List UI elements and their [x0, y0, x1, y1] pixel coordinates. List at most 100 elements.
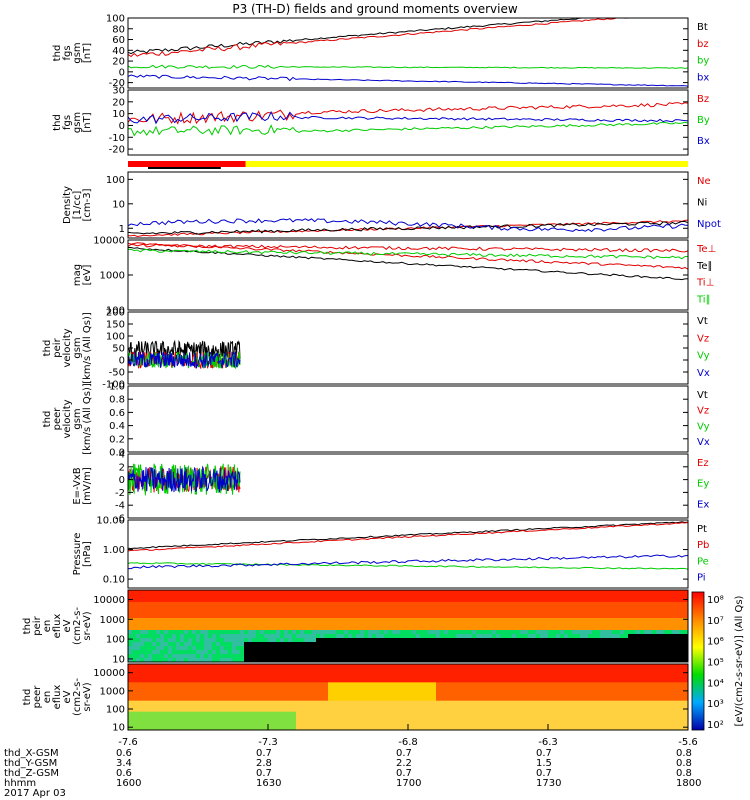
heatmap-cell — [232, 618, 237, 623]
heatmap-cell — [520, 722, 525, 727]
heatmap-cell — [212, 614, 217, 619]
heatmap-cell — [432, 594, 437, 599]
heatmap-cell — [316, 658, 321, 663]
heatmap-cell — [244, 671, 249, 676]
heatmap-cell — [576, 689, 581, 694]
heatmap-cell — [604, 697, 609, 702]
heatmap-cell — [352, 715, 357, 720]
heatmap-cell — [408, 654, 413, 659]
heatmap-cell — [220, 700, 225, 705]
heatmap-cell — [144, 700, 149, 705]
heatmap-cell — [568, 594, 573, 599]
heatmap-cell — [592, 598, 597, 603]
heatmap-cell — [592, 689, 597, 694]
heatmap-cell — [380, 704, 385, 709]
heatmap-cell — [592, 671, 597, 676]
heatmap-cell — [288, 682, 293, 687]
heatmap-cell — [604, 726, 609, 731]
heatmap-cell — [416, 678, 421, 683]
heatmap-cell — [408, 704, 413, 709]
heatmap-cell — [308, 664, 313, 669]
heatmap-cell — [500, 671, 505, 676]
heatmap-cell — [176, 708, 181, 713]
heatmap-cell — [380, 667, 385, 672]
heatmap-cell — [608, 602, 613, 607]
heatmap-cell — [232, 667, 237, 672]
heatmap-cell — [308, 642, 313, 647]
heatmap-cell — [340, 722, 345, 727]
heatmap-cell — [580, 711, 585, 716]
heatmap-cell — [364, 697, 369, 702]
heatmap-cell — [364, 722, 369, 727]
heatmap-cell — [332, 715, 337, 720]
heatmap-cell — [492, 638, 497, 643]
heatmap-cell — [616, 664, 621, 669]
heatmap-cell — [408, 650, 413, 655]
heatmap-cell — [236, 650, 241, 655]
heatmap-cell — [528, 697, 533, 702]
heatmap-cell — [624, 638, 629, 643]
heatmap-cell — [152, 634, 157, 639]
heatmap-cell — [640, 626, 645, 631]
heatmap-cell — [484, 594, 489, 599]
heatmap-cell — [656, 618, 661, 623]
heatmap-cell — [536, 642, 541, 647]
heatmap-cell — [372, 722, 377, 727]
heatmap-cell — [456, 622, 461, 627]
heatmap-cell — [320, 697, 325, 702]
heatmap-cell — [176, 722, 181, 727]
heatmap-cell — [520, 693, 525, 698]
heatmap-cell — [196, 686, 201, 691]
heatmap-cell — [544, 711, 549, 716]
heatmap-cell — [428, 700, 433, 705]
heatmap-cell — [412, 686, 417, 691]
heatmap-cell — [548, 642, 553, 647]
heatmap-cell — [220, 667, 225, 672]
heatmap-cell — [648, 622, 653, 627]
heatmap-cell — [316, 598, 321, 603]
heatmap-cell — [540, 602, 545, 607]
heatmap-cell — [364, 626, 369, 631]
heatmap-cell — [144, 722, 149, 727]
heatmap-cell — [184, 654, 189, 659]
heatmap-cell — [504, 590, 509, 595]
heatmap-cell — [156, 686, 161, 691]
heatmap-cell — [564, 693, 569, 698]
heatmap-cell — [396, 630, 401, 635]
heatmap-cell — [624, 650, 629, 655]
heatmap-cell — [204, 678, 209, 683]
heatmap-cell — [172, 678, 177, 683]
heatmap-cell — [284, 700, 289, 705]
heatmap-cell — [164, 697, 169, 702]
heatmap-cell — [232, 704, 237, 709]
heatmap-cell — [340, 708, 345, 713]
heatmap-cell — [492, 642, 497, 647]
heatmap-cell — [224, 594, 229, 599]
heatmap-cell — [284, 594, 289, 599]
heatmap-cell — [184, 671, 189, 676]
heatmap-cell — [524, 594, 529, 599]
heatmap-cell — [268, 642, 273, 647]
heatmap-cell — [324, 693, 329, 698]
heatmap-cell — [456, 590, 461, 595]
heatmap-cell — [364, 642, 369, 647]
heatmap-cell — [376, 626, 381, 631]
heatmap-cell — [184, 634, 189, 639]
heatmap-cell — [468, 689, 473, 694]
heatmap-cell — [676, 622, 681, 627]
heatmap-cell — [388, 708, 393, 713]
legend-label: Ni — [697, 197, 707, 208]
heatmap-cell — [552, 614, 557, 619]
heatmap-cell — [584, 618, 589, 623]
heatmap-cell — [260, 689, 265, 694]
heatmap-cell — [208, 650, 213, 655]
heatmap-cell — [508, 675, 513, 680]
y-tick-label: -20 — [109, 78, 125, 89]
heatmap-cell — [408, 682, 413, 687]
heatmap-cell — [568, 654, 573, 659]
heatmap-cell — [288, 715, 293, 720]
heatmap-cell — [412, 678, 417, 683]
heatmap-cell — [408, 715, 413, 720]
heatmap-cell — [616, 711, 621, 716]
